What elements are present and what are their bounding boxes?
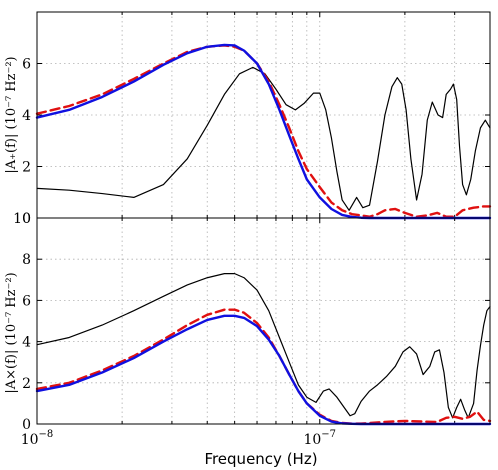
series-line-1 bbox=[36, 66, 491, 211]
y-tick-label: 0 bbox=[22, 417, 31, 433]
series-line-1 bbox=[36, 273, 491, 419]
y-tick-label: 8 bbox=[22, 252, 31, 268]
series-line-2 bbox=[35, 308, 492, 425]
series-line-3 bbox=[35, 43, 492, 220]
y-tick-label: 2 bbox=[22, 160, 31, 176]
top-panel: 0 2 4 6 bbox=[22, 11, 492, 227]
bottom-panel: 0 2 4 6 8 10 10−8 10−7 bbox=[13, 211, 492, 448]
x-tick-label: 10−8 bbox=[21, 429, 54, 448]
y-tick-label: 10 bbox=[13, 211, 31, 227]
bottom-y-axis-label: |A×(f)| (10⁻⁷ Hz⁻²) bbox=[4, 272, 19, 393]
plot-frame bbox=[36, 217, 491, 425]
y-tick-label: 6 bbox=[22, 293, 31, 309]
series-line-2 bbox=[35, 44, 492, 218]
y-tick-label: 4 bbox=[22, 108, 31, 124]
top-y-axis-label: |A₊(f)| (10⁻⁷ Hz⁻²) bbox=[4, 56, 19, 173]
x-axis-label: Frequency (Hz) bbox=[204, 450, 317, 468]
y-tick-label: 2 bbox=[22, 376, 31, 392]
y-tick-label: 0 bbox=[22, 211, 31, 227]
x-tick-label: 10−7 bbox=[303, 429, 336, 448]
y-tick-label: 4 bbox=[22, 335, 31, 351]
y-tick-label: 6 bbox=[22, 57, 31, 73]
